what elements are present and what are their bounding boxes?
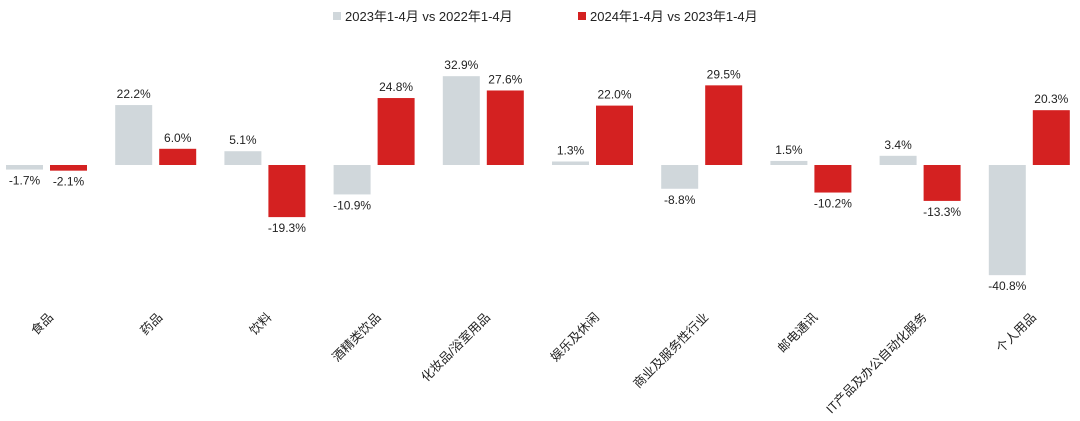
bar-series-2-cat-7 <box>705 85 743 165</box>
data-label-series-2-cat-3: -19.3% <box>268 221 306 235</box>
category-label-5: 化妆品/浴室用品 <box>418 310 493 385</box>
data-label-series-2-cat-1: -2.1% <box>53 175 85 189</box>
bar-series-2-cat-10 <box>1032 110 1070 165</box>
data-label-series-1-cat-4: -10.9% <box>333 198 371 212</box>
bar-series-2-cat-3 <box>268 165 306 218</box>
bar-series-1-cat-10 <box>988 165 1026 276</box>
bars-layer <box>6 76 1070 276</box>
bar-series-1-cat-6 <box>552 161 589 165</box>
bar-series-1-cat-8 <box>770 160 808 165</box>
bar-series-2-cat-9 <box>923 165 961 201</box>
category-label-9: IT产品及办公自动化服务 <box>823 310 930 417</box>
data-label-series-2-cat-5: 27.6% <box>488 72 522 86</box>
data-label-series-1-cat-9: 3.4% <box>884 138 912 152</box>
bar-series-2-cat-6 <box>596 105 633 165</box>
data-label-series-1-cat-2: 22.2% <box>117 87 151 101</box>
data-label-series-1-cat-8: 1.5% <box>775 143 803 157</box>
category-label-1: 食品 <box>28 310 56 338</box>
category-label-7: 商业及服务性行业 <box>630 310 711 391</box>
data-label-series-2-cat-8: -10.2% <box>814 197 852 211</box>
bar-series-1-cat-3 <box>224 151 262 165</box>
bar-series-1-cat-4 <box>333 165 371 195</box>
bar-series-2-cat-4 <box>377 98 415 165</box>
category-labels-layer: 食品 药品 饮料 酒精类饮品 化妆品/浴室用品 娱乐及休闲 商业及服务性行业 邮电通讯 IT产品… <box>28 310 1039 417</box>
data-label-series-1-cat-7: -8.8% <box>664 193 696 207</box>
bar-series-2-cat-5 <box>486 90 524 165</box>
data-label-series-1-cat-3: 5.1% <box>229 133 257 147</box>
value-labels-layer: -1.7% -2.1% 22.2% 6.0% 5.1% -19.3% -10.9% 24.8%… <box>9 58 1069 293</box>
data-label-series-2-cat-10: 20.3% <box>1034 92 1068 106</box>
data-label-series-2-cat-9: -13.3% <box>923 205 961 219</box>
bar-series-2-cat-8 <box>814 165 852 193</box>
bar-series-1-cat-7 <box>661 165 699 189</box>
data-label-series-1-cat-6: 1.3% <box>557 143 585 157</box>
legend-swatch-series-2 <box>578 12 586 20</box>
bar-series-2-cat-2 <box>159 148 197 165</box>
data-label-series-2-cat-2: 6.0% <box>164 131 192 145</box>
data-label-series-2-cat-7: 29.5% <box>707 67 741 81</box>
bar-series-1-cat-1 <box>6 165 43 170</box>
data-label-series-1-cat-10: -40.8% <box>988 279 1026 293</box>
legend: 2023年1-4月 vs 2022年1-4月 2024年1-4月 vs 2023… <box>333 9 758 24</box>
legend-label-series-1: 2023年1-4月 vs 2022年1-4月 <box>345 9 513 24</box>
bar-series-1-cat-5 <box>442 76 480 165</box>
category-label-4: 酒精类饮品 <box>330 310 384 364</box>
legend-label-series-2: 2024年1-4月 vs 2023年1-4月 <box>590 9 758 24</box>
category-label-3: 饮料 <box>247 310 275 338</box>
bar-series-2-cat-1 <box>50 165 87 171</box>
data-label-series-2-cat-6: 22.0% <box>597 88 631 102</box>
category-label-2: 药品 <box>138 310 166 338</box>
data-label-series-1-cat-1: -1.7% <box>9 174 41 188</box>
category-label-10: 个人用品 <box>994 310 1039 355</box>
category-label-8: 邮电通讯 <box>775 310 821 356</box>
legend-swatch-series-1 <box>333 12 341 20</box>
data-label-series-2-cat-4: 24.8% <box>379 80 413 94</box>
bar-series-1-cat-2 <box>115 105 153 165</box>
bar-series-1-cat-9 <box>879 155 917 165</box>
category-label-6: 娱乐及休闲 <box>548 310 602 364</box>
data-label-series-1-cat-5: 32.9% <box>444 58 478 72</box>
